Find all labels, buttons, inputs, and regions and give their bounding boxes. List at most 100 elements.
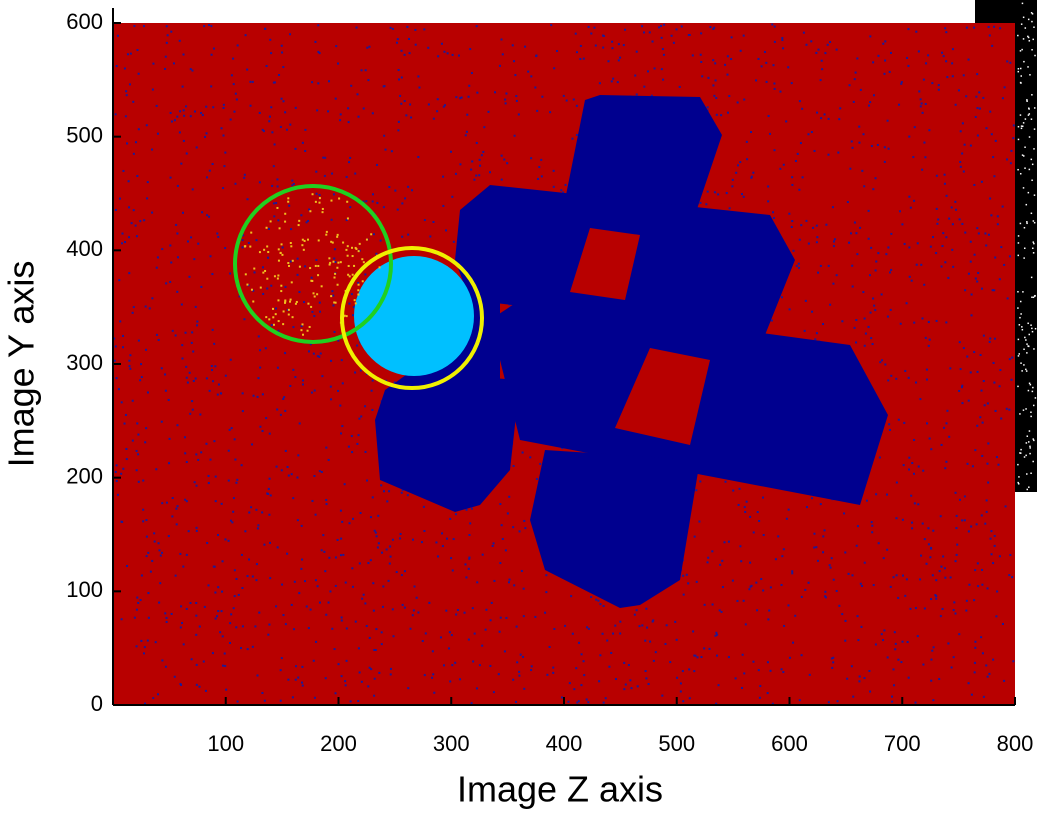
- noise-dot: [400, 533, 402, 535]
- noise-dot: [391, 150, 393, 152]
- noise-dot: [363, 107, 365, 109]
- noise-dot: [641, 624, 643, 626]
- noise-dot: [158, 542, 160, 544]
- noise-dot: [1029, 430, 1031, 432]
- noise-dot: [688, 34, 690, 36]
- noise-dot: [437, 98, 439, 100]
- noise-dot: [504, 650, 506, 652]
- noise-dot: [811, 497, 813, 499]
- noise-dot: [599, 603, 601, 605]
- noise-dot: [289, 124, 291, 126]
- noise-dot: [522, 656, 524, 658]
- noise-dot: [341, 521, 343, 523]
- yellow-dot: [263, 249, 265, 251]
- noise-dot: [655, 651, 657, 653]
- noise-dot: [142, 480, 144, 482]
- noise-dot: [284, 286, 286, 288]
- noise-dot: [1031, 159, 1033, 161]
- noise-dot: [204, 136, 206, 138]
- noise-dot: [216, 233, 218, 235]
- noise-dot: [130, 53, 132, 55]
- noise-dot: [121, 521, 123, 523]
- noise-dot: [195, 377, 197, 379]
- noise-dot: [301, 682, 303, 684]
- yellow-dot: [363, 261, 365, 263]
- noise-dot: [679, 86, 681, 88]
- noise-dot: [682, 670, 684, 672]
- noise-dot: [545, 574, 547, 576]
- noise-dot: [1029, 334, 1031, 336]
- noise-dot: [891, 696, 893, 698]
- yellow-dot: [322, 211, 324, 213]
- noise-dot: [321, 375, 323, 377]
- noise-dot: [887, 246, 889, 248]
- noise-dot: [442, 545, 444, 547]
- noise-dot: [176, 291, 178, 293]
- noise-dot: [975, 96, 977, 98]
- noise-dot: [941, 52, 943, 54]
- noise-dot: [1028, 192, 1030, 194]
- noise-dot: [139, 220, 141, 222]
- noise-dot: [849, 84, 851, 86]
- noise-dot: [816, 112, 818, 114]
- noise-dot: [276, 178, 278, 180]
- noise-dot: [991, 133, 993, 135]
- noise-dot: [217, 610, 219, 612]
- yellow-dot: [347, 217, 349, 219]
- noise-dot: [868, 238, 870, 240]
- noise-dot: [469, 48, 471, 50]
- noise-dot: [203, 661, 205, 663]
- noise-dot: [348, 446, 350, 448]
- noise-dot: [811, 311, 813, 313]
- noise-dot: [224, 538, 226, 540]
- noise-dot: [291, 473, 293, 475]
- noise-dot: [605, 697, 607, 699]
- noise-dot: [935, 252, 937, 254]
- noise-dot: [366, 480, 368, 482]
- noise-dot: [301, 559, 303, 561]
- noise-dot: [812, 227, 814, 229]
- noise-dot: [1031, 296, 1033, 298]
- noise-dot: [991, 553, 993, 555]
- noise-dot: [748, 588, 750, 590]
- noise-dot: [121, 401, 123, 403]
- noise-dot: [828, 701, 830, 703]
- noise-dot: [241, 554, 243, 556]
- noise-dot: [938, 678, 940, 680]
- yellow-dot: [270, 220, 272, 222]
- noise-dot: [906, 578, 908, 580]
- noise-dot: [961, 223, 963, 225]
- noise-dot: [319, 602, 321, 604]
- noise-dot: [386, 549, 388, 551]
- noise-dot: [337, 390, 339, 392]
- noise-dot: [319, 194, 321, 196]
- noise-dot: [860, 583, 862, 585]
- noise-dot: [397, 209, 399, 211]
- noise-dot: [820, 117, 822, 119]
- noise-dot: [185, 366, 187, 368]
- noise-dot: [530, 157, 532, 159]
- noise-dot: [266, 65, 268, 67]
- noise-dot: [813, 547, 815, 549]
- yellow-dot: [329, 262, 331, 264]
- noise-dot: [580, 45, 582, 47]
- noise-dot: [913, 200, 915, 202]
- noise-dot: [376, 164, 378, 166]
- noise-dot: [872, 188, 874, 190]
- yellow-dot: [358, 284, 360, 286]
- noise-dot: [808, 133, 810, 135]
- noise-dot: [800, 142, 802, 144]
- noise-dot: [808, 243, 810, 245]
- noise-dot: [1033, 348, 1035, 350]
- noise-dot: [485, 629, 487, 631]
- noise-dot: [341, 616, 343, 618]
- noise-dot: [139, 379, 141, 381]
- noise-dot: [273, 165, 275, 167]
- noise-dot: [301, 325, 303, 327]
- noise-dot: [315, 641, 317, 643]
- noise-dot: [915, 607, 917, 609]
- noise-dot: [116, 480, 118, 482]
- noise-dot: [898, 419, 900, 421]
- noise-dot: [125, 115, 127, 117]
- noise-dot: [570, 595, 572, 597]
